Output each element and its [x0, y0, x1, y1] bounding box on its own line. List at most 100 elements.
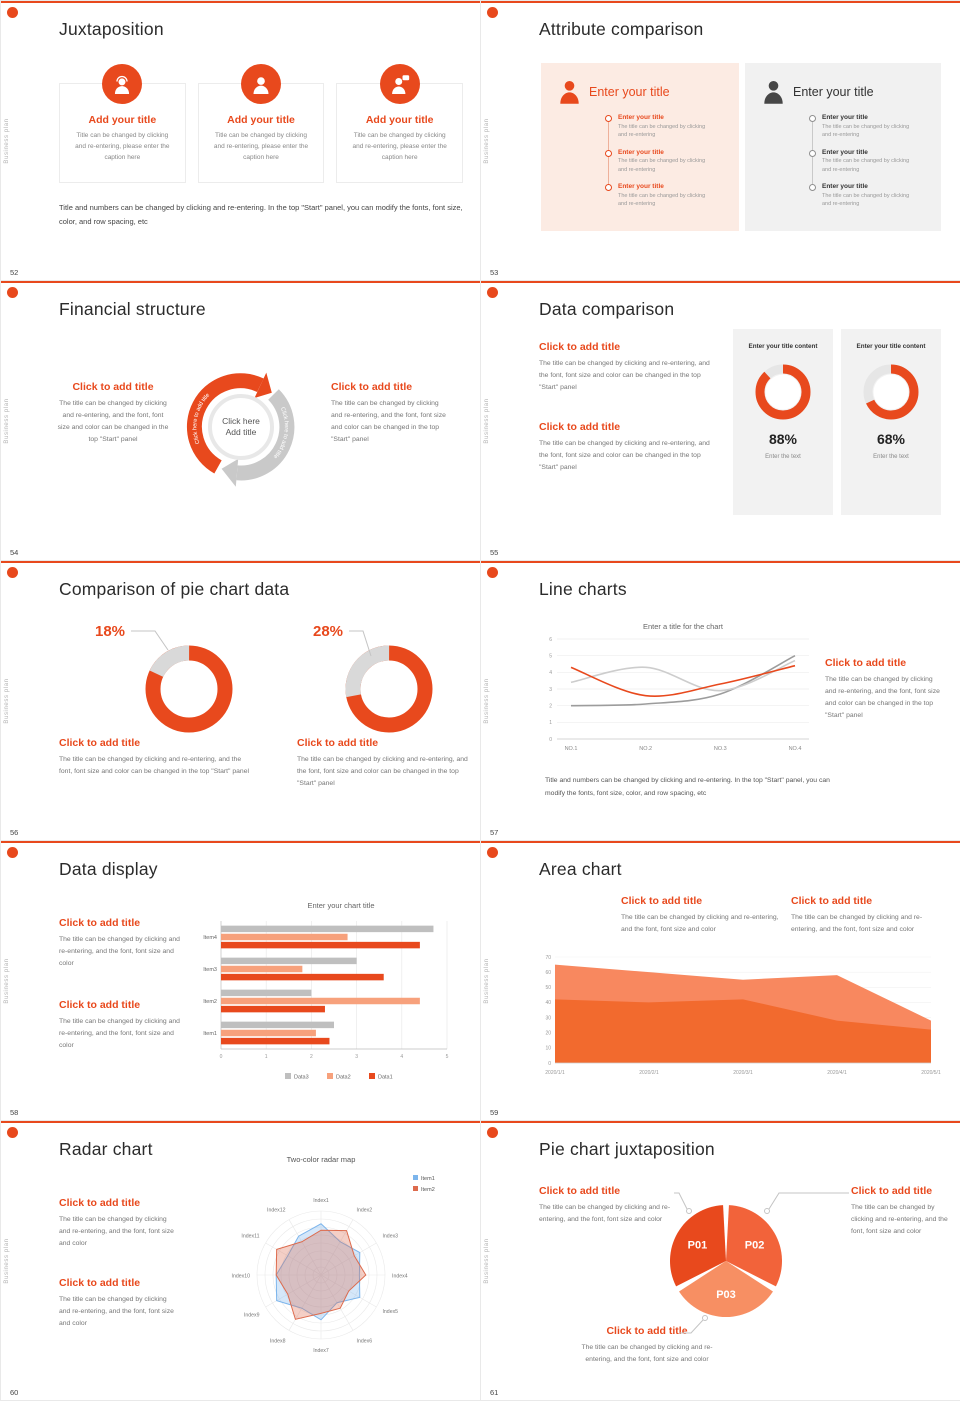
- pie-chart: P01 P02 P03: [670, 1192, 849, 1334]
- slide-corner-dot: [7, 287, 18, 298]
- block-heading: Click to add title: [59, 737, 141, 749]
- block-body: The title can be changed by clicking and…: [621, 914, 779, 933]
- svg-text:50: 50: [545, 985, 551, 991]
- footer-note: Title and numbers can be changed by clic…: [59, 203, 463, 227]
- timeline-item: Enter your title The title can be change…: [809, 183, 941, 209]
- svg-text:NO.3: NO.3: [714, 746, 727, 752]
- block-body: The title can be changed by clicking and…: [791, 914, 923, 933]
- text-block: Click to add title The title can be chan…: [59, 999, 181, 1052]
- svg-text:60: 60: [545, 970, 551, 976]
- percent-label: 18%: [95, 623, 126, 640]
- svg-text:P02: P02: [745, 1240, 765, 1252]
- timeline-item: Enter your title The title can be change…: [605, 114, 739, 140]
- svg-text:Two-color radar map: Two-color radar map: [287, 1155, 356, 1164]
- svg-text:Index8: Index8: [270, 1338, 286, 1344]
- slide-side-text: Business plan: [484, 117, 490, 164]
- svg-text:NO.4: NO.4: [789, 746, 802, 752]
- svg-text:20: 20: [545, 1031, 551, 1037]
- person-icon: [560, 81, 579, 104]
- timeline-item-title: Enter your title: [618, 183, 664, 191]
- svg-text:2: 2: [310, 1054, 313, 1060]
- block-body: The title can be changed by clicking and…: [59, 1296, 174, 1327]
- slide-52-juxtaposition[interactable]: Business plan Juxtaposition 52 Add your …: [1, 1, 481, 281]
- svg-text:Item2: Item2: [421, 1187, 435, 1193]
- block-body: The title can be changed by clicking and…: [539, 360, 710, 391]
- block-heading: Click to add title: [59, 1277, 141, 1289]
- slide-53-attribute-comparison[interactable]: Business plan Attribute comparison 53 En…: [481, 1, 960, 281]
- block-body: The title can be changed by clicking and…: [851, 1204, 948, 1235]
- slide-57-line-charts[interactable]: Business plan Line charts 57 Enter a tit…: [481, 561, 960, 841]
- timeline-item-title: Enter your title: [618, 114, 664, 121]
- svg-text:1: 1: [265, 1054, 268, 1060]
- svg-text:0: 0: [549, 737, 552, 743]
- slide-number: 60: [10, 1388, 19, 1397]
- timeline-dot: [605, 184, 612, 192]
- slide-61-pie-juxtaposition[interactable]: Business plan Pie chart juxtaposition 61…: [481, 1121, 960, 1401]
- slide-title: Attribute comparison: [539, 19, 704, 39]
- timeline-item-caption: The title can be changed by clicking and…: [618, 192, 706, 208]
- panel-title: Enter your title: [793, 84, 874, 99]
- text-block: Click to add title The title can be chan…: [539, 421, 719, 474]
- svg-text:4: 4: [400, 1054, 403, 1060]
- slide-number: 58: [10, 1108, 19, 1117]
- timeline: Enter your title The title can be change…: [809, 114, 941, 209]
- card-title: Add your title: [365, 114, 434, 126]
- slide-side-text: Business plan: [4, 117, 10, 164]
- slide-accent-line: [1, 841, 480, 843]
- arrowhead-orange: [254, 372, 272, 398]
- slide-59-area-chart[interactable]: Business plan Area chart 59 Click to add…: [481, 841, 960, 1121]
- block-body: The title can be changed by clicking and…: [297, 756, 468, 787]
- slide-corner-dot: [7, 1127, 18, 1138]
- svg-text:2020/5/1: 2020/5/1: [921, 1070, 941, 1076]
- svg-text:0: 0: [548, 1061, 551, 1067]
- block-heading: Click to add title: [297, 737, 379, 749]
- text-block: Click to add title The title can be chan…: [539, 1185, 674, 1226]
- slide-title: Data display: [59, 859, 158, 879]
- timeline-item-title: Enter your title: [618, 148, 664, 156]
- slide-56-pie-comparison[interactable]: Business plan Comparison of pie chart da…: [1, 561, 481, 841]
- svg-text:2020/1/1: 2020/1/1: [545, 1070, 565, 1076]
- slide-55-data-comparison[interactable]: Business plan Data comparison 55 Click t…: [481, 281, 960, 561]
- svg-text:30: 30: [545, 1015, 551, 1021]
- svg-text:Item1: Item1: [421, 1176, 435, 1182]
- slide-side-text: Business plan: [484, 677, 490, 724]
- timeline-dot: [605, 149, 612, 157]
- slide-corner-dot: [487, 7, 498, 18]
- block-heading: Click to add title: [59, 1197, 141, 1209]
- slide-number: 54: [10, 548, 19, 557]
- text-block: Click to add title The title can be chan…: [297, 737, 477, 790]
- radar-chart: Two-color radar map Index1 Index2 Index3 Ind…: [232, 1155, 435, 1354]
- slide-title: Area chart: [539, 859, 622, 879]
- slide-corner-dot: [487, 847, 498, 858]
- svg-text:2020/3/1: 2020/3/1: [733, 1070, 753, 1076]
- svg-text:P01: P01: [688, 1240, 708, 1252]
- block-body: The title can be changed by clicking and…: [59, 936, 180, 967]
- svg-text:6: 6: [549, 637, 552, 643]
- svg-text:Data3: Data3: [294, 1075, 309, 1081]
- svg-text:Index1: Index1: [313, 1198, 329, 1204]
- slide-60-radar-chart[interactable]: Business plan Radar chart 60 Click to ad…: [1, 1121, 481, 1401]
- block-heading: Click to add title: [825, 657, 907, 669]
- block-body: The title can be changed by clicking and…: [59, 1216, 174, 1247]
- slide-54-financial-structure[interactable]: Business plan Financial structure 54 Cli…: [1, 281, 481, 561]
- slide-number: 59: [490, 1108, 499, 1117]
- block-heading: Click to add title: [72, 381, 154, 393]
- text-block: Click to add title The title can be chan…: [59, 1277, 177, 1330]
- card-title: Add your title: [88, 114, 157, 126]
- svg-text:4: 4: [549, 670, 552, 676]
- diagram-center-line1: Click here: [222, 416, 260, 426]
- slide-title: Radar chart: [59, 1139, 153, 1159]
- svg-text:Item2: Item2: [203, 999, 217, 1005]
- slide-58-data-display[interactable]: Business plan Data display 58 Click to a…: [1, 841, 481, 1121]
- slide-accent-line: [481, 841, 960, 843]
- block-body: The title can be changed by clicking and…: [59, 1018, 180, 1049]
- donut-chart-68: [863, 364, 919, 420]
- block-heading: Click to add title: [539, 341, 621, 353]
- block-body: The title can be changed by clicking and…: [57, 400, 169, 443]
- slide-accent-line: [1, 1121, 480, 1123]
- donut-chart-88: [755, 364, 811, 420]
- block-heading: Click to add title: [791, 895, 873, 907]
- arrowhead-gray: [221, 458, 239, 487]
- block-body: The title can be changed by clicking and…: [59, 756, 249, 775]
- text-block: Click to add title The title can be chan…: [791, 895, 946, 936]
